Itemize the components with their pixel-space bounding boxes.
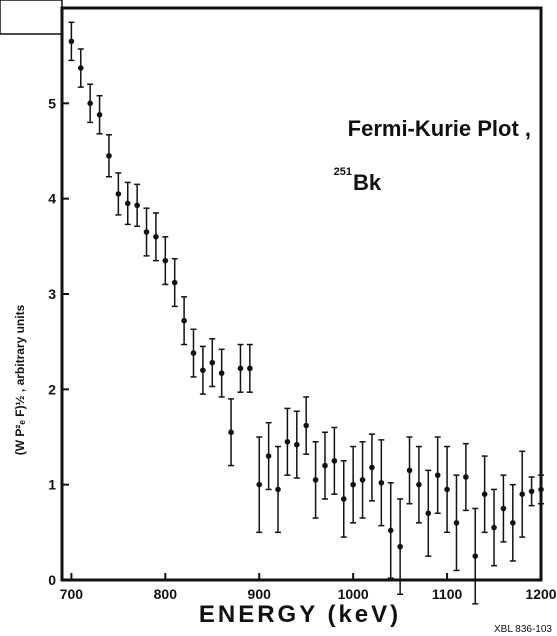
data-point <box>124 200 131 207</box>
data-point <box>77 65 84 71</box>
data-point <box>397 543 403 550</box>
y-tick-label: 2 <box>48 381 56 397</box>
data-point <box>434 472 441 478</box>
data-point <box>369 464 375 471</box>
data-point <box>294 441 300 448</box>
data-point <box>322 462 328 469</box>
y-axis-label: (W P²ₑ F)½ , arbitrary units <box>13 304 27 455</box>
data-point <box>416 481 422 488</box>
data-point <box>312 477 319 483</box>
data-point <box>425 510 432 517</box>
footer: XBL 836-103 <box>494 624 552 635</box>
data-point <box>453 520 460 526</box>
data-point <box>519 491 526 498</box>
data-point <box>359 477 366 483</box>
data-point <box>237 365 244 372</box>
plot-frame <box>60 6 543 582</box>
chart-title: Fermi-Kurie Plot , <box>348 116 531 141</box>
data-point <box>538 486 544 493</box>
data-point <box>134 202 140 209</box>
data-point <box>106 152 112 159</box>
x-tick-label: 1000 <box>338 586 369 602</box>
data-point <box>406 467 413 474</box>
data-point <box>181 317 187 324</box>
y-tick-label: 3 <box>48 286 56 302</box>
x-tick-label: 1100 <box>432 586 463 602</box>
data-point <box>491 524 497 531</box>
isotope-mass: 251 <box>334 166 352 178</box>
data-point <box>256 481 263 488</box>
corner-box <box>0 0 63 35</box>
x-tick-label: 900 <box>248 586 272 602</box>
data-point <box>444 486 450 493</box>
data-point <box>463 474 469 480</box>
data-point <box>153 234 159 240</box>
x-tick-label: 700 <box>60 586 84 602</box>
data-point <box>115 191 122 197</box>
data-point <box>387 527 394 534</box>
data-point <box>528 488 535 495</box>
data-point <box>331 458 338 464</box>
data-point <box>218 370 225 376</box>
data-point <box>350 481 356 488</box>
data-point <box>275 486 281 493</box>
data-point <box>162 257 169 264</box>
data-point <box>228 429 234 436</box>
data-point <box>472 553 479 559</box>
y-tick-label: 1 <box>48 477 56 493</box>
data-point <box>190 350 197 356</box>
data-point <box>284 438 291 445</box>
data-point <box>247 365 253 372</box>
data-point <box>171 279 178 286</box>
data-point <box>87 100 93 107</box>
data-point <box>378 479 385 486</box>
x-tick-label: 1200 <box>525 586 556 602</box>
x-tick-label: 800 <box>154 586 178 602</box>
x-axis-label: ENERGY (keV) <box>199 601 401 628</box>
data-point <box>510 520 516 526</box>
data-point <box>96 111 103 118</box>
y-tick-label: 0 <box>48 572 56 588</box>
data-point <box>143 229 150 235</box>
data-point <box>209 359 216 366</box>
y-tick-label: 4 <box>48 191 56 207</box>
data-point <box>200 367 206 374</box>
y-tick-label: 5 <box>48 95 56 111</box>
data-point <box>265 453 272 459</box>
data-point <box>481 491 488 498</box>
element: Bk <box>353 170 382 195</box>
data-point <box>68 38 75 45</box>
data-point <box>340 496 347 502</box>
data-point <box>500 505 507 512</box>
data-point <box>303 422 309 429</box>
